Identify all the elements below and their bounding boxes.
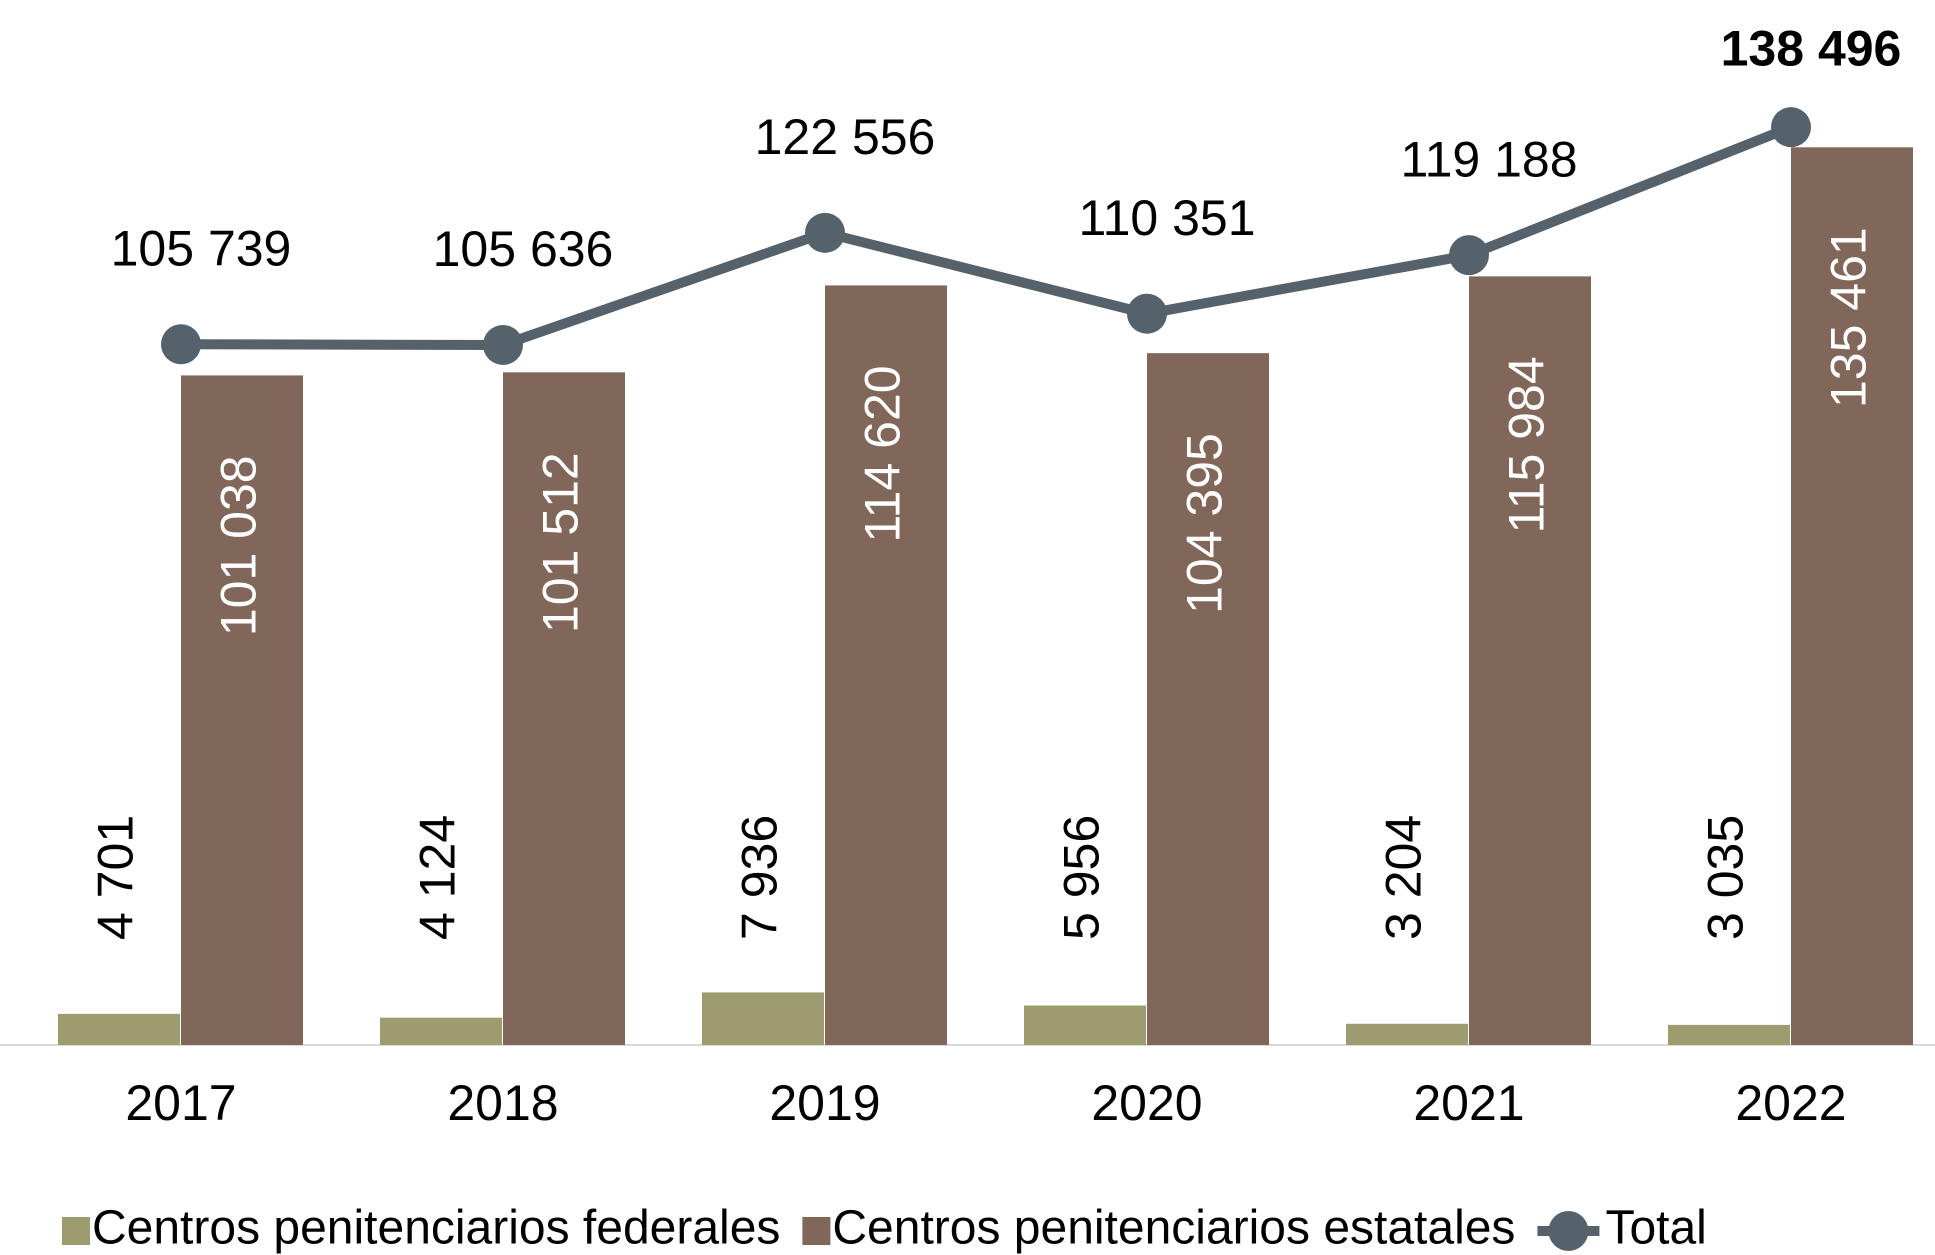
x-tick-label: 2022 xyxy=(1735,1075,1846,1131)
x-tick-label: 2021 xyxy=(1413,1075,1524,1131)
bar xyxy=(1469,276,1591,1045)
data-label: 114 620 xyxy=(855,365,911,542)
data-label: 101 038 xyxy=(211,455,267,636)
legend-marker xyxy=(802,1217,831,1245)
x-tick-label: 2017 xyxy=(125,1075,236,1131)
data-label: 110 351 xyxy=(1078,190,1255,246)
data-label: 5 956 xyxy=(1054,815,1110,940)
line-point xyxy=(1127,293,1167,334)
data-label: 7 936 xyxy=(732,815,788,940)
bar xyxy=(58,1013,180,1045)
data-label: 4 701 xyxy=(88,815,144,940)
bar xyxy=(1346,1023,1468,1045)
bar xyxy=(702,992,824,1045)
data-label: 104 395 xyxy=(1177,433,1233,614)
data-label: 105 739 xyxy=(111,220,292,276)
data-label: 105 636 xyxy=(433,221,614,277)
data-label: 119 188 xyxy=(1400,131,1577,187)
legend-label: Centros penitenciarios federales xyxy=(92,1202,780,1255)
line-point xyxy=(1771,107,1811,148)
data-label: 3 035 xyxy=(1698,815,1754,940)
line-point xyxy=(161,324,201,365)
bar xyxy=(825,285,947,1045)
legend-marker xyxy=(62,1217,90,1245)
data-label: 3 204 xyxy=(1376,815,1432,940)
data-label: 135 461 xyxy=(1821,227,1877,408)
bar xyxy=(181,375,303,1046)
x-tick-label: 2018 xyxy=(447,1075,558,1131)
line-point xyxy=(1449,235,1489,276)
line-point xyxy=(483,324,523,365)
bar xyxy=(1147,353,1269,1046)
legend-marker xyxy=(1548,1211,1589,1251)
data-label: 101 512 xyxy=(533,452,589,633)
bar xyxy=(1668,1024,1790,1045)
data-label: 115 984 xyxy=(1499,356,1555,533)
bar xyxy=(1024,1005,1146,1045)
data-label: 4 124 xyxy=(410,815,466,940)
line xyxy=(180,122,1793,350)
data-label: 138 496 xyxy=(1721,20,1902,76)
bar xyxy=(380,1017,502,1045)
bar xyxy=(1791,147,1913,1046)
line-point xyxy=(805,212,845,253)
legend-label: Centros penitenciarios estatales xyxy=(832,1202,1515,1255)
bar xyxy=(503,372,625,1045)
x-tick-label: 2020 xyxy=(1091,1075,1202,1131)
x-tick-label: 2019 xyxy=(769,1075,880,1131)
legend-label: Total xyxy=(1605,1202,1706,1255)
data-label: 122 556 xyxy=(755,109,936,165)
